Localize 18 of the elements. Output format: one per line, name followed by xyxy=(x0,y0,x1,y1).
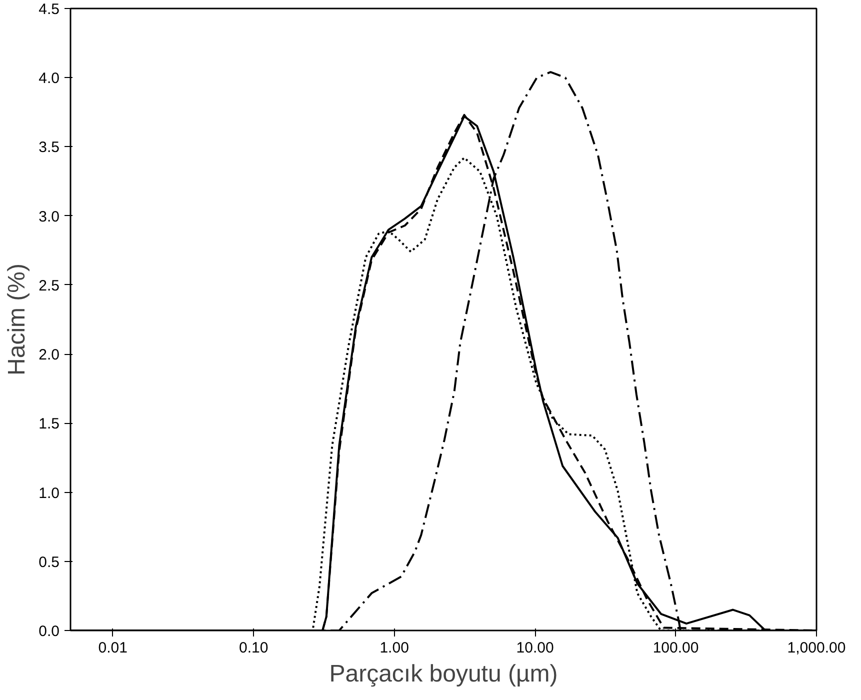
x-tick-label: 0.01 xyxy=(98,640,128,656)
y-tick-label: 3.0 xyxy=(38,208,60,226)
x-tick-label: 1.00 xyxy=(380,640,409,656)
y-tick-label: 0.0 xyxy=(38,623,60,640)
y-tick-label: 4.0 xyxy=(38,70,60,88)
x-tick-label: 10.00 xyxy=(516,640,554,656)
y-tick-label: 4.5 xyxy=(38,1,60,18)
x-tick-label: 1,000.00 xyxy=(787,640,846,656)
y-tick-label: 2.0 xyxy=(38,346,60,364)
y-tick-label: 3.5 xyxy=(38,139,60,156)
y-tick-label: 1.5 xyxy=(38,416,60,433)
x-tick-label: 100.00 xyxy=(652,640,699,656)
x-axis-title: Parçacık boyutu (µm) xyxy=(329,660,558,688)
y-tick-label: 0.5 xyxy=(38,554,60,571)
y-axis-title: Hacim (%) xyxy=(4,264,31,376)
x-tick-label: 0.10 xyxy=(238,640,268,656)
y-tick-label: 2.5 xyxy=(38,277,60,294)
y-tick-label: 1.0 xyxy=(38,484,60,502)
